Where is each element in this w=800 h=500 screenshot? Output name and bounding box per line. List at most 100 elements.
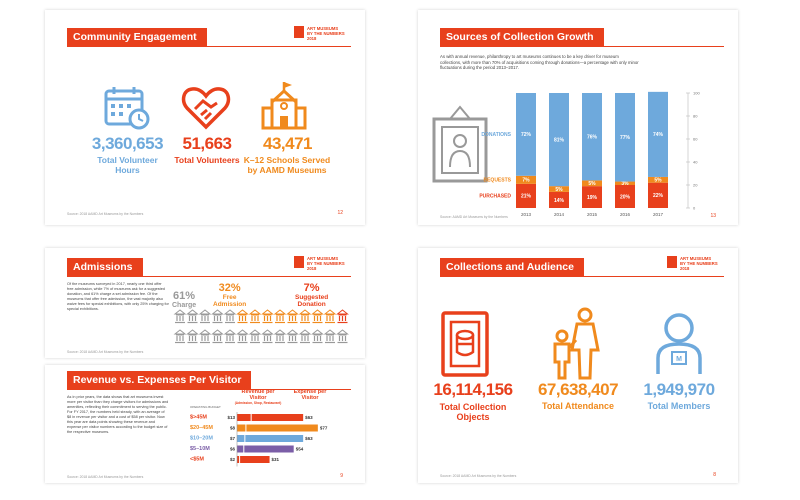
bar-donations-2017 <box>648 91 668 177</box>
volunteer-hours-value: 3,360,653 <box>91 134 164 153</box>
slide-header: Collections and Audience ART MUSEUMS BY T… <box>418 248 738 277</box>
source-note: Source: 2018 AAMD Art Museums by the Num… <box>440 474 517 478</box>
schools-label: K–12 Schools Served by AAMD Museums <box>243 155 331 175</box>
family-attendance-icon <box>553 307 600 380</box>
school-icon <box>261 82 307 130</box>
museum-icon <box>186 329 199 344</box>
museum-icon <box>211 329 224 344</box>
x-tick-label: 2015 <box>587 212 598 217</box>
member-icon: M <box>656 313 702 374</box>
data-label: 3% <box>621 181 629 187</box>
y-tick-label: 20 <box>693 183 698 188</box>
slide-community-engagement: Community Engagement ART MUSEUMS BY THE N… <box>45 10 365 225</box>
amd-logo: ART MUSEUMS BY THE NUMBERS 2018 <box>294 26 347 41</box>
header-rule <box>67 46 351 47</box>
budget-label: $>45M <box>190 415 207 421</box>
slide-sources-collection-growth: Sources of Collection Growth As with ann… <box>418 10 738 225</box>
bar-donations-2014 <box>549 93 569 187</box>
bar-bequests-2014 <box>549 186 569 192</box>
museum-icon <box>173 309 187 324</box>
heart-handshake-icon <box>181 87 231 130</box>
revenue-marker <box>243 445 245 453</box>
y-tick-label: 0 <box>693 206 696 211</box>
svg-text:M: M <box>676 356 682 363</box>
collection-objects-label: Total Collection Objects <box>439 402 507 422</box>
revenue-marker <box>244 435 246 442</box>
expense-col-header: Expense per Visitor <box>293 389 327 401</box>
museum-icon <box>261 309 274 324</box>
slide-header: Revenue vs. Expenses Per Visitor <box>45 365 365 393</box>
museum-icon <box>286 309 299 324</box>
volunteers-value: 51,663 <box>182 134 233 153</box>
header-rule <box>67 389 351 390</box>
collection-object-icon <box>441 311 489 377</box>
x-tick-label: 2017 <box>653 212 664 217</box>
y-tick-label: 60 <box>693 137 698 142</box>
budget-label: $5–10M <box>190 446 210 452</box>
museum-icon <box>223 329 237 344</box>
museum-icon <box>336 309 349 324</box>
data-label: 21% <box>521 194 532 200</box>
revenue-value: $2 <box>230 457 236 462</box>
y-tick-label: 80 <box>693 114 698 119</box>
revenue-marker <box>239 456 241 463</box>
y-tick-label: 40 <box>693 160 698 165</box>
data-label: 72% <box>521 132 532 138</box>
free-admission-stat: 32% Free Admission <box>213 282 247 308</box>
bar-donations-2016 <box>615 93 635 182</box>
data-label: 81% <box>554 137 565 143</box>
museum-icon <box>311 309 324 324</box>
data-label: 77% <box>620 135 631 141</box>
expense-value: $77 <box>320 426 328 431</box>
x-tick-label: 2013 <box>521 212 532 217</box>
header-rule <box>67 276 351 277</box>
data-label: 5% <box>654 178 662 184</box>
museum-icon <box>261 329 274 344</box>
bar-donations-2015 <box>582 93 602 181</box>
museum-icon <box>198 309 212 324</box>
revenue-marker <box>245 424 247 432</box>
museum-icon <box>211 309 224 324</box>
source-note: Source: 2018 AAMD Art Museums by the Num… <box>67 475 144 479</box>
data-label: 7% <box>522 178 530 184</box>
museum-icon <box>298 309 312 324</box>
expense-value: $31 <box>272 457 280 462</box>
museum-icon <box>311 329 324 344</box>
revenue-value: $7 <box>230 436 236 441</box>
amd-logo: ART MUSEUMS BY THE NUMBERS 2018 <box>294 256 347 271</box>
museum-icon <box>323 309 337 324</box>
expense-value: $54 <box>296 447 304 452</box>
revenue-marker <box>250 414 252 421</box>
page-number: 9 <box>340 473 343 479</box>
legend-purchased: PURCHASED <box>479 194 511 200</box>
revenue-value: $8 <box>230 426 236 431</box>
header-rule <box>440 276 724 277</box>
x-tick-label: 2016 <box>620 212 631 217</box>
slide-header: Community Engagement ART MUSEUMS BY THE N… <box>45 10 365 47</box>
expense-bar <box>237 435 304 442</box>
admissions-body: Of the museums surveyed in 2017, nearly … <box>67 282 169 311</box>
data-label: 20% <box>620 194 631 200</box>
source-note: Source: 2018 AAMD Art Museums by the Num… <box>67 212 144 216</box>
source-note: Source: 2018 AAMD Art Museums by the Num… <box>67 350 144 354</box>
budget-label: $10–20M <box>190 436 213 442</box>
bar-purchased-2016 <box>615 185 635 208</box>
museum-icon <box>273 309 287 324</box>
page-number: 12 <box>337 210 343 216</box>
expense-value: $63 <box>305 415 313 420</box>
attendance-value: 67,638,407 <box>537 380 619 399</box>
slide-collections-audience: Collections and Audience ART MUSEUMS BY T… <box>418 248 738 483</box>
slide-header: Sources of Collection Growth <box>418 10 738 47</box>
intro-text: As with annual revenue, philanthropy to … <box>440 54 639 71</box>
operating-budget-label: OPERATING BUDGET <box>190 405 221 409</box>
slide-admissions: Admissions ART MUSEUMS BY THE NUMBERS 2018… <box>45 248 365 358</box>
museum-icon <box>248 309 262 324</box>
page-number: 13 <box>710 213 716 219</box>
schools-value: 43,471 <box>263 134 313 153</box>
bar-purchased-2013 <box>516 183 536 208</box>
slide-title: Community Engagement <box>67 28 207 46</box>
page-number: 8 <box>713 472 716 478</box>
expense-bar <box>237 424 318 432</box>
bar-donations-2013 <box>516 93 536 176</box>
museum-icon <box>248 329 262 344</box>
